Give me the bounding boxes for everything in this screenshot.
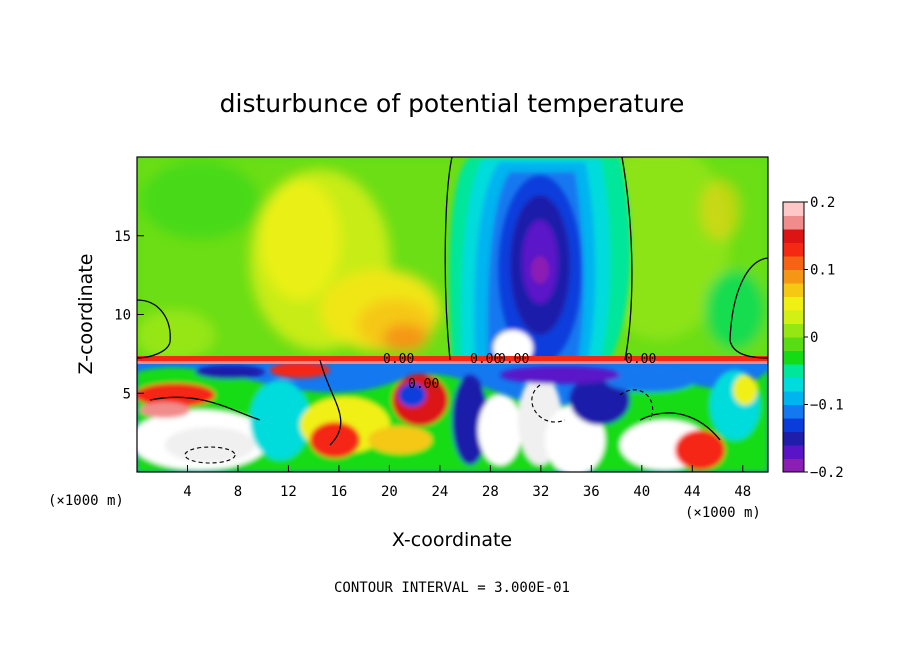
colorbar-tick-label: −0.2 xyxy=(810,465,844,481)
colorbar-swatch xyxy=(783,445,804,459)
x-tick-label: 16 xyxy=(330,484,347,500)
colorbar-swatch xyxy=(783,202,804,216)
x-tick-label: 36 xyxy=(583,484,600,500)
colorbar-ticks: 0.2 0.1 0 −0.1 −0.2 xyxy=(804,195,844,481)
colorbar-swatch xyxy=(783,229,804,243)
x-tick-label: 4 xyxy=(183,484,191,500)
x-tick-label: 32 xyxy=(532,484,549,500)
y-axis-ticks: 5 10 15 xyxy=(114,229,144,402)
colorbar-swatch xyxy=(783,310,804,324)
contour-interval-note: CONTOUR INTERVAL = 3.000E-01 xyxy=(334,580,570,596)
x-axis-label: X-coordinate xyxy=(392,529,512,551)
colorbar-swatch xyxy=(783,391,804,405)
colorbar-swatch xyxy=(783,458,804,473)
x-tick-label: 8 xyxy=(234,484,242,500)
contour-label: 0.00 xyxy=(470,352,501,367)
colorbar-swatch xyxy=(783,269,804,284)
contour-label: 0.00 xyxy=(498,352,529,367)
colorbar-swatch xyxy=(783,215,804,230)
colorbar-swatch xyxy=(783,337,804,351)
x-tick-label: 44 xyxy=(684,484,701,500)
colorbar-swatch xyxy=(783,323,804,338)
colorbar-swatch xyxy=(783,256,804,270)
colorbar-swatch xyxy=(783,296,804,311)
y-axis-label: Z-coordinate xyxy=(75,254,97,375)
x-tick-label: 40 xyxy=(633,484,650,500)
x-tick-label: 48 xyxy=(734,484,751,500)
y-tick-label: 10 xyxy=(114,308,131,324)
colorbar-swatch xyxy=(783,377,804,392)
contour-label: 0.00 xyxy=(408,377,439,392)
contour-label: 0.00 xyxy=(383,352,414,367)
x-axis-unit: (×1000 m) xyxy=(48,493,124,509)
colorbar-tick-label: −0.1 xyxy=(810,398,844,414)
colorbar-swatch xyxy=(783,350,804,365)
colorbar-tick-label: 0.1 xyxy=(810,263,835,279)
colorbar-tick-label: 0.2 xyxy=(810,195,835,211)
x-tick-label: 24 xyxy=(431,484,448,500)
y-tick-label: 5 xyxy=(123,386,131,402)
chart-title: disturbunce of potential temperature xyxy=(220,89,685,118)
colorbar-swatch xyxy=(783,431,804,446)
contour-label: 0.00 xyxy=(625,352,656,367)
colorbar-swatch xyxy=(783,283,804,297)
x-tick-label: 12 xyxy=(280,484,297,500)
x-tick-label: 28 xyxy=(482,484,499,500)
colorbar-tick-label: 0 xyxy=(810,330,818,346)
colorbar-swatch xyxy=(783,418,804,432)
x-axis-ticks: 4 8 12 16 20 24 28 32 36 40 44 48 xyxy=(183,465,751,500)
colorbar-swatch xyxy=(783,404,804,419)
y-tick-label: 15 xyxy=(114,229,131,245)
colorbar xyxy=(783,202,804,473)
colorbar-swatch xyxy=(783,364,804,378)
x-tick-label: 20 xyxy=(381,484,398,500)
heatmap-field xyxy=(137,157,768,472)
contour-labels: 0.00 0.00 0.00 0.00 0.00 xyxy=(383,352,656,392)
x-axis-unit-right: (×1000 m) xyxy=(685,505,761,521)
colorbar-swatch xyxy=(783,242,804,257)
